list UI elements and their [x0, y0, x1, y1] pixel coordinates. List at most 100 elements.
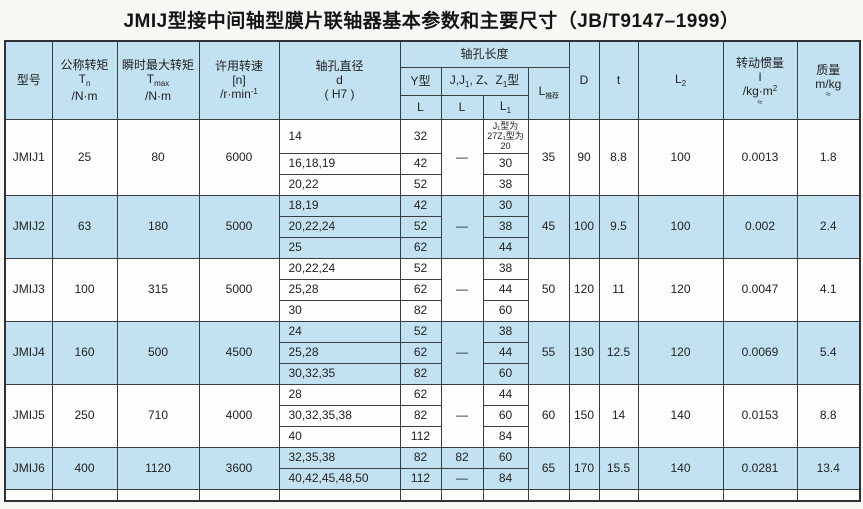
col-header-jz-L: L [440, 94, 484, 120]
cell-L2: 120 [637, 320, 724, 385]
cell-mass: 13.4 [796, 446, 861, 490]
header-row-3: L L L1 [5, 94, 860, 120]
bore-diameter-symbol: d [336, 73, 343, 88]
page-title: JMIJ型接中间轴型膜片联轴器基本参数和主要尺寸（JB/T9147–1999） [123, 11, 740, 32]
cell-clipped [796, 488, 861, 502]
cell-y-length: 82 [399, 404, 442, 427]
speed-unit: /r·min-1 [220, 87, 258, 102]
cell-model: JMIJ4 [4, 320, 53, 385]
col-header-L2: L2 [637, 40, 724, 120]
col-header-max-torque: 瞬时最大转矩 Tmax /N·m [116, 40, 200, 120]
cell-y-length: 42 [399, 152, 442, 175]
cell-max-torque: 710 [116, 383, 200, 448]
col-header-y-L: L [399, 94, 442, 120]
speed-title: 许用转速 [214, 58, 263, 73]
cell-mass: 2.4 [796, 194, 861, 259]
cell-L2: 140 [637, 383, 724, 448]
bore-diameter-unit: ( H7 ) [324, 87, 355, 102]
table-row: JMIJ6 400 1120 3600 32,35,38 82 82 60 65 170 15.5 1… [4, 446, 861, 490]
cell-clipped [51, 488, 118, 502]
cell-nominal-torque: 63 [51, 194, 118, 259]
col-header-y-type: Y型 [399, 66, 442, 96]
cell-t: 9.5 [598, 194, 639, 259]
cell-mass: 4.1 [796, 257, 861, 322]
cell-model: JMIJ3 [4, 257, 53, 322]
max-torque-title: 瞬时最大转矩 [121, 57, 194, 72]
cell-jz-length1: 60 [482, 362, 529, 385]
cell-t: 12.5 [598, 320, 639, 385]
cell-y-length: 62 [399, 383, 442, 406]
cell-jz-length1: 60 [482, 446, 529, 469]
cell-jz-length1: 44 [482, 341, 529, 364]
table-body: JMIJ1 25 80 6000 14 32— J₁型为27Z₁型为20 35 90 8.8 100… [4, 118, 861, 502]
cell-inertia: 0.0047 [722, 257, 798, 322]
cell-speed: 6000 [198, 118, 280, 196]
cell-l-recommended: 55 [527, 320, 570, 385]
cell-l-recommended: 60 [527, 383, 570, 448]
speed-symbol: [n] [232, 73, 246, 88]
col-header-bore-diameter: 轴孔直径 d ( H7 ) [278, 40, 401, 120]
cell-nominal-torque: 160 [51, 320, 118, 385]
nominal-torque-title: 公称转矩 [60, 57, 109, 72]
cell-speed: 5000 [198, 257, 280, 322]
cell-clipped [116, 488, 200, 502]
max-torque-unit: /N·m [145, 88, 171, 103]
cell-y-length: 82 [399, 299, 442, 322]
cell-y-length: 52 [399, 215, 442, 238]
cell-y-length: 62 [399, 341, 442, 364]
table-row: JMIJ1 25 80 6000 14 32— J₁型为27Z₁型为20 35 90 8.8 100… [4, 118, 861, 196]
table-row: 20,22,24 52 38 [5, 215, 860, 238]
table-row: JMIJ2 63 180 5000 18,19 42—30 45 100 9.5 100 0.002… [4, 194, 861, 259]
col-header-jz-type: J,J1, Z、Z1型 [440, 66, 529, 96]
cell-jz-length1: 30 [482, 152, 529, 175]
table-row: 16,18,19 42 30 [5, 152, 860, 175]
cell-model: JMIJ2 [4, 194, 53, 259]
cell-clipped [399, 488, 442, 502]
cell-nominal-torque: 250 [51, 383, 118, 448]
cell-model: JMIJ1 [4, 118, 53, 196]
cell-L2: 140 [637, 446, 724, 490]
mass-title: 质量 [816, 62, 841, 77]
cell-jz-length: — [440, 320, 484, 385]
col-header-model: 型号 [4, 40, 53, 120]
table-row-clipped [4, 488, 861, 502]
cell-t: 11 [598, 257, 639, 322]
cell-model: JMIJ6 [4, 446, 53, 490]
cell-bore-diameter: 30,32,35 [278, 362, 401, 385]
col-header-jz-L1: L1 [482, 94, 529, 120]
cell-inertia: 0.0013 [722, 118, 798, 196]
cell-D: 150 [568, 383, 600, 448]
cell-bore-diameter: 20,22,24 [278, 257, 401, 280]
cell-bore-diameter: 24 [278, 320, 401, 343]
cell-jz-length1: 38 [482, 215, 529, 238]
cell-bore-diameter: 25,28 [278, 341, 401, 364]
cell-speed: 3600 [198, 446, 280, 490]
table-row: 25 62 44 [5, 236, 860, 259]
col-header-nominal-torque: 公称转矩 Tn /N·m [51, 40, 118, 120]
cell-jz-length: 82 [440, 446, 484, 469]
cell-D: 90 [568, 118, 600, 196]
table-row: 20,22 52 38 [5, 173, 860, 196]
nominal-torque-unit: /N·m [71, 88, 98, 103]
cell-bore-diameter: 40 [278, 425, 401, 448]
cell-jz-length: — [440, 257, 484, 322]
cell-bore-diameter: 40,42,45,48,50 [278, 467, 401, 490]
cell-inertia: 0.0153 [722, 383, 798, 448]
cell-jz-length1: 30 [482, 194, 529, 217]
cell-bore-diameter: 14 [278, 118, 401, 154]
cell-D: 100 [568, 194, 600, 259]
cell-L2: 100 [637, 194, 724, 259]
cell-mass: 8.8 [796, 383, 861, 448]
cell-bore-diameter: 25 [278, 236, 401, 259]
header-row-2: Y型 J,J1, Z、Z1型 L推荐 [5, 66, 860, 120]
cell-bore-diameter: 20,22,24 [278, 215, 401, 238]
cell-mass: 5.4 [796, 320, 861, 385]
inertia-symbol: I [758, 69, 762, 84]
cell-y-length: 32 [399, 118, 442, 154]
cell-max-torque: 1120 [116, 446, 200, 490]
cell-max-torque: 180 [116, 194, 200, 259]
cell-inertia: 0.0069 [722, 320, 798, 385]
cell-y-length: 52 [399, 257, 442, 280]
cell-clipped [440, 488, 484, 502]
